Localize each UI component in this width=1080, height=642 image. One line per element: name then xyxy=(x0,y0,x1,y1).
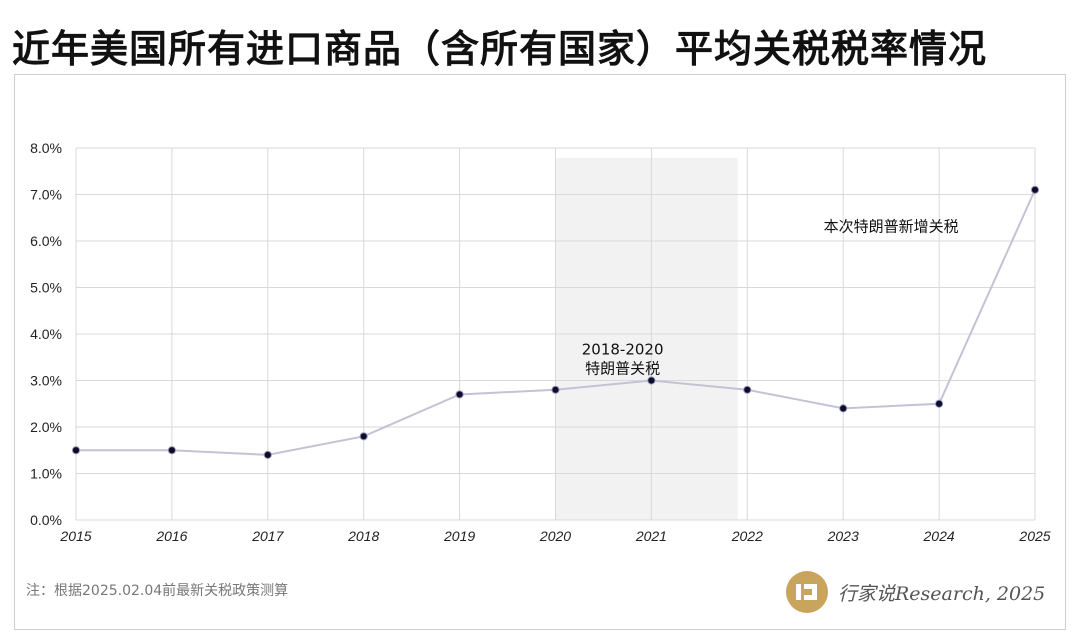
y-tick-label: 5.0% xyxy=(30,280,62,296)
x-tick-label: 2023 xyxy=(827,528,859,544)
data-point xyxy=(647,376,656,385)
y-tick-label: 3.0% xyxy=(30,373,62,389)
y-tick-label: 6.0% xyxy=(30,233,62,249)
annotation-label: 本次特朗普新增关税 xyxy=(824,218,959,236)
data-point xyxy=(71,446,81,455)
y-tick-label: 8.0% xyxy=(30,140,62,156)
data-point xyxy=(455,390,464,399)
data-point xyxy=(359,432,368,441)
x-tick-label: 2017 xyxy=(251,528,284,544)
data-point xyxy=(263,450,272,459)
y-tick-label: 4.0% xyxy=(30,326,62,342)
x-tick-label: 2015 xyxy=(59,528,91,544)
data-point xyxy=(935,399,944,408)
y-tick-label: 7.0% xyxy=(30,187,62,203)
data-point xyxy=(743,385,752,394)
x-tick-label: 2016 xyxy=(155,528,187,544)
data-point xyxy=(551,385,560,394)
brand-text: 行家说Research, 2025 xyxy=(838,582,1046,605)
footnote: 注：根据2025.02.04前最新关税政策测算 xyxy=(26,583,289,599)
x-tick-label: 2019 xyxy=(443,528,475,544)
data-point xyxy=(1030,185,1040,194)
x-tick-label: 2020 xyxy=(539,528,571,544)
y-tick-label: 0.0% xyxy=(30,512,62,528)
brand-logo-icon xyxy=(786,571,828,613)
data-point xyxy=(167,446,176,455)
x-tick-label: 2024 xyxy=(923,528,955,544)
x-tick-label: 2025 xyxy=(1018,528,1050,544)
annotation-label: 特朗普关税 xyxy=(585,360,660,378)
y-tick-label: 1.0% xyxy=(30,466,62,482)
chart-frame xyxy=(14,74,1066,630)
x-tick-label: 2022 xyxy=(731,528,763,544)
x-tick-label: 2021 xyxy=(635,528,667,544)
data-point xyxy=(839,404,848,413)
chart-title: 近年美国所有进口商品（含所有国家）平均关税税率情况 xyxy=(12,27,988,71)
annotation-label: 2018-2020 xyxy=(582,341,664,359)
y-tick-label: 2.0% xyxy=(30,419,62,435)
shaded-period xyxy=(555,158,738,520)
brand: 行家说Research, 2025 xyxy=(786,571,1045,613)
x-tick-label: 2018 xyxy=(347,528,379,544)
